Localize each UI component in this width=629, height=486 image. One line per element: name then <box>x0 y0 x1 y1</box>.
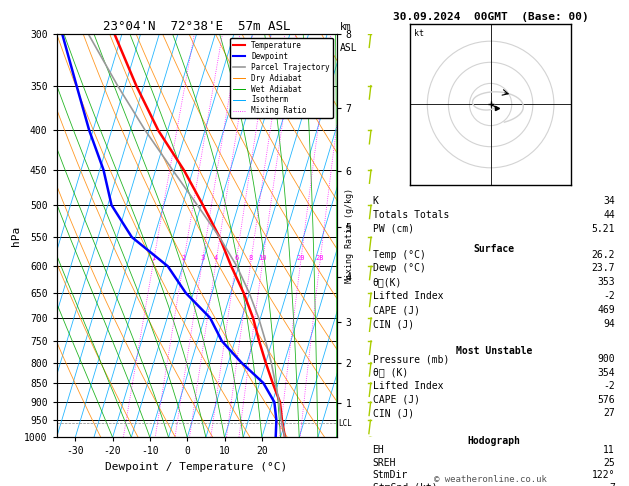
Text: 353: 353 <box>598 278 615 287</box>
Text: Totals Totals: Totals Totals <box>372 210 449 220</box>
Text: 44: 44 <box>603 210 615 220</box>
Text: 900: 900 <box>598 354 615 364</box>
Text: 2: 2 <box>182 255 186 260</box>
Text: StmSpd (kt): StmSpd (kt) <box>372 483 437 486</box>
Legend: Temperature, Dewpoint, Parcel Trajectory, Dry Adiabat, Wet Adiabat, Isotherm, Mi: Temperature, Dewpoint, Parcel Trajectory… <box>230 38 333 119</box>
Text: K: K <box>372 196 379 206</box>
Text: km: km <box>340 21 352 32</box>
Text: Lifted Index: Lifted Index <box>372 291 443 301</box>
Text: 20: 20 <box>296 255 305 260</box>
Text: 6: 6 <box>234 255 238 260</box>
Text: 7: 7 <box>609 483 615 486</box>
Title: 23°04'N  72°38'E  57m ASL: 23°04'N 72°38'E 57m ASL <box>103 20 291 33</box>
Text: 28: 28 <box>316 255 325 260</box>
Text: Temp (°C): Temp (°C) <box>372 249 425 260</box>
Text: SREH: SREH <box>372 458 396 468</box>
Text: Mixing Ratio (g/kg): Mixing Ratio (g/kg) <box>345 188 353 283</box>
Text: 354: 354 <box>598 367 615 378</box>
Text: θᴄ(K): θᴄ(K) <box>372 278 402 287</box>
X-axis label: Dewpoint / Temperature (°C): Dewpoint / Temperature (°C) <box>106 462 287 472</box>
Text: ASL: ASL <box>340 43 357 53</box>
Text: CAPE (J): CAPE (J) <box>372 305 420 315</box>
Text: 94: 94 <box>603 319 615 329</box>
Text: 4: 4 <box>214 255 218 260</box>
Text: 5.21: 5.21 <box>591 224 615 234</box>
Text: 11: 11 <box>603 446 615 455</box>
Text: CIN (J): CIN (J) <box>372 408 414 418</box>
Text: 8: 8 <box>249 255 253 260</box>
Text: Most Unstable: Most Unstable <box>455 347 532 357</box>
Text: Pressure (mb): Pressure (mb) <box>372 354 449 364</box>
Text: CIN (J): CIN (J) <box>372 319 414 329</box>
Text: 3: 3 <box>201 255 204 260</box>
Text: © weatheronline.co.uk: © weatheronline.co.uk <box>434 474 547 484</box>
Text: 1: 1 <box>152 255 156 260</box>
Text: 27: 27 <box>603 408 615 418</box>
Text: LCL: LCL <box>338 418 352 428</box>
Text: 469: 469 <box>598 305 615 315</box>
Text: PW (cm): PW (cm) <box>372 224 414 234</box>
Text: kt: kt <box>414 29 424 38</box>
Text: 23.7: 23.7 <box>591 263 615 274</box>
Text: -2: -2 <box>603 291 615 301</box>
Text: Lifted Index: Lifted Index <box>372 381 443 391</box>
Text: θᴄ (K): θᴄ (K) <box>372 367 408 378</box>
Text: 34: 34 <box>603 196 615 206</box>
Text: 26.2: 26.2 <box>591 249 615 260</box>
Text: 30.09.2024  00GMT  (Base: 00): 30.09.2024 00GMT (Base: 00) <box>392 12 589 22</box>
Text: CAPE (J): CAPE (J) <box>372 395 420 404</box>
Text: 10: 10 <box>259 255 267 260</box>
Text: EH: EH <box>372 446 384 455</box>
Y-axis label: hPa: hPa <box>11 226 21 246</box>
Text: StmDir: StmDir <box>372 470 408 480</box>
Text: 25: 25 <box>603 458 615 468</box>
Text: Dewp (°C): Dewp (°C) <box>372 263 425 274</box>
Text: Hodograph: Hodograph <box>467 436 520 446</box>
Text: -2: -2 <box>603 381 615 391</box>
Text: 576: 576 <box>598 395 615 404</box>
Text: Surface: Surface <box>473 244 515 254</box>
Text: 122°: 122° <box>591 470 615 480</box>
